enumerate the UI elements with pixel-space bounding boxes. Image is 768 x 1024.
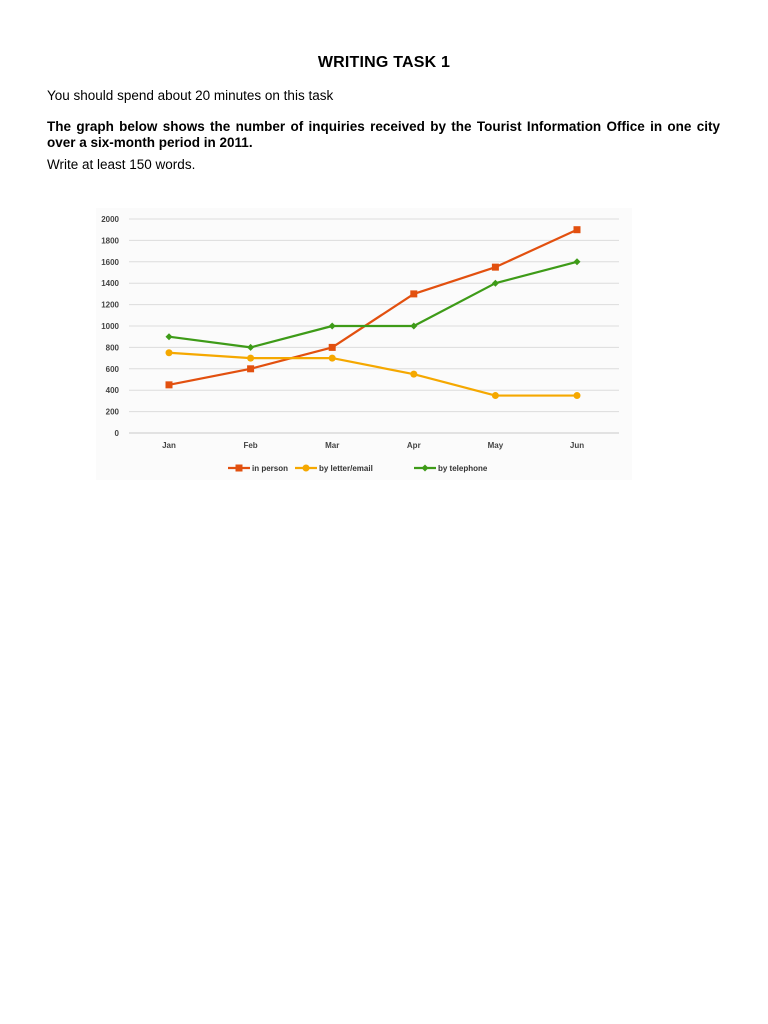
word-count-instruction: Write at least 150 words. (47, 157, 196, 172)
y-tick-label: 400 (106, 386, 120, 395)
legend-marker (302, 464, 310, 472)
y-tick-label: 1400 (101, 279, 119, 288)
data-point (410, 290, 418, 298)
data-point (328, 354, 336, 362)
data-point (410, 370, 418, 378)
data-point (491, 392, 499, 400)
y-tick-label: 1600 (101, 258, 119, 267)
y-tick-label: 0 (115, 429, 120, 438)
line-chart: 0 200 400 600 800 1000 1200 1400 1600 1800 2000 Jan… (96, 208, 632, 480)
x-tick-label: Mar (325, 441, 339, 450)
data-point (247, 354, 255, 362)
legend-label: by letter/email (319, 464, 373, 473)
series-line (168, 228, 578, 386)
legend-label: in person (252, 464, 288, 473)
data-point (491, 279, 499, 287)
x-tick-label: Jan (162, 441, 176, 450)
legend-marker (235, 464, 243, 472)
x-tick-label: Apr (407, 441, 421, 450)
legend-label: by telephone (438, 464, 488, 473)
y-tick-label: 800 (106, 343, 120, 352)
legend-marker (421, 464, 429, 472)
x-tick-label: Jun (570, 441, 584, 450)
task-prompt: The graph below shows the number of inqu… (47, 119, 720, 150)
data-point (247, 365, 255, 373)
y-tick-label: 1200 (101, 301, 119, 310)
series-line (168, 351, 577, 397)
y-tick-label: 1000 (101, 322, 119, 331)
y-tick-label: 600 (106, 365, 120, 374)
y-tick-label: 200 (106, 408, 120, 417)
y-tick-label: 2000 (101, 215, 119, 224)
data-point (165, 381, 173, 389)
data-point (328, 322, 336, 330)
data-point (165, 349, 173, 357)
series-line (168, 260, 578, 349)
data-point (491, 263, 499, 271)
data-point (573, 226, 581, 234)
data-point (328, 343, 336, 351)
x-tick-label: Feb (243, 441, 257, 450)
data-point (165, 333, 173, 341)
x-tick-label: May (488, 441, 504, 450)
data-point (573, 258, 581, 266)
data-point (573, 392, 581, 400)
y-tick-label: 1800 (101, 236, 119, 245)
chart-svg: 0 200 400 600 800 1000 1200 1400 1600 1800 2000 Jan… (101, 215, 619, 473)
data-point (410, 322, 418, 330)
time-instruction: You should spend about 20 minutes on thi… (47, 88, 334, 103)
data-point (247, 343, 255, 351)
task-title: WRITING TASK 1 (317, 54, 451, 71)
